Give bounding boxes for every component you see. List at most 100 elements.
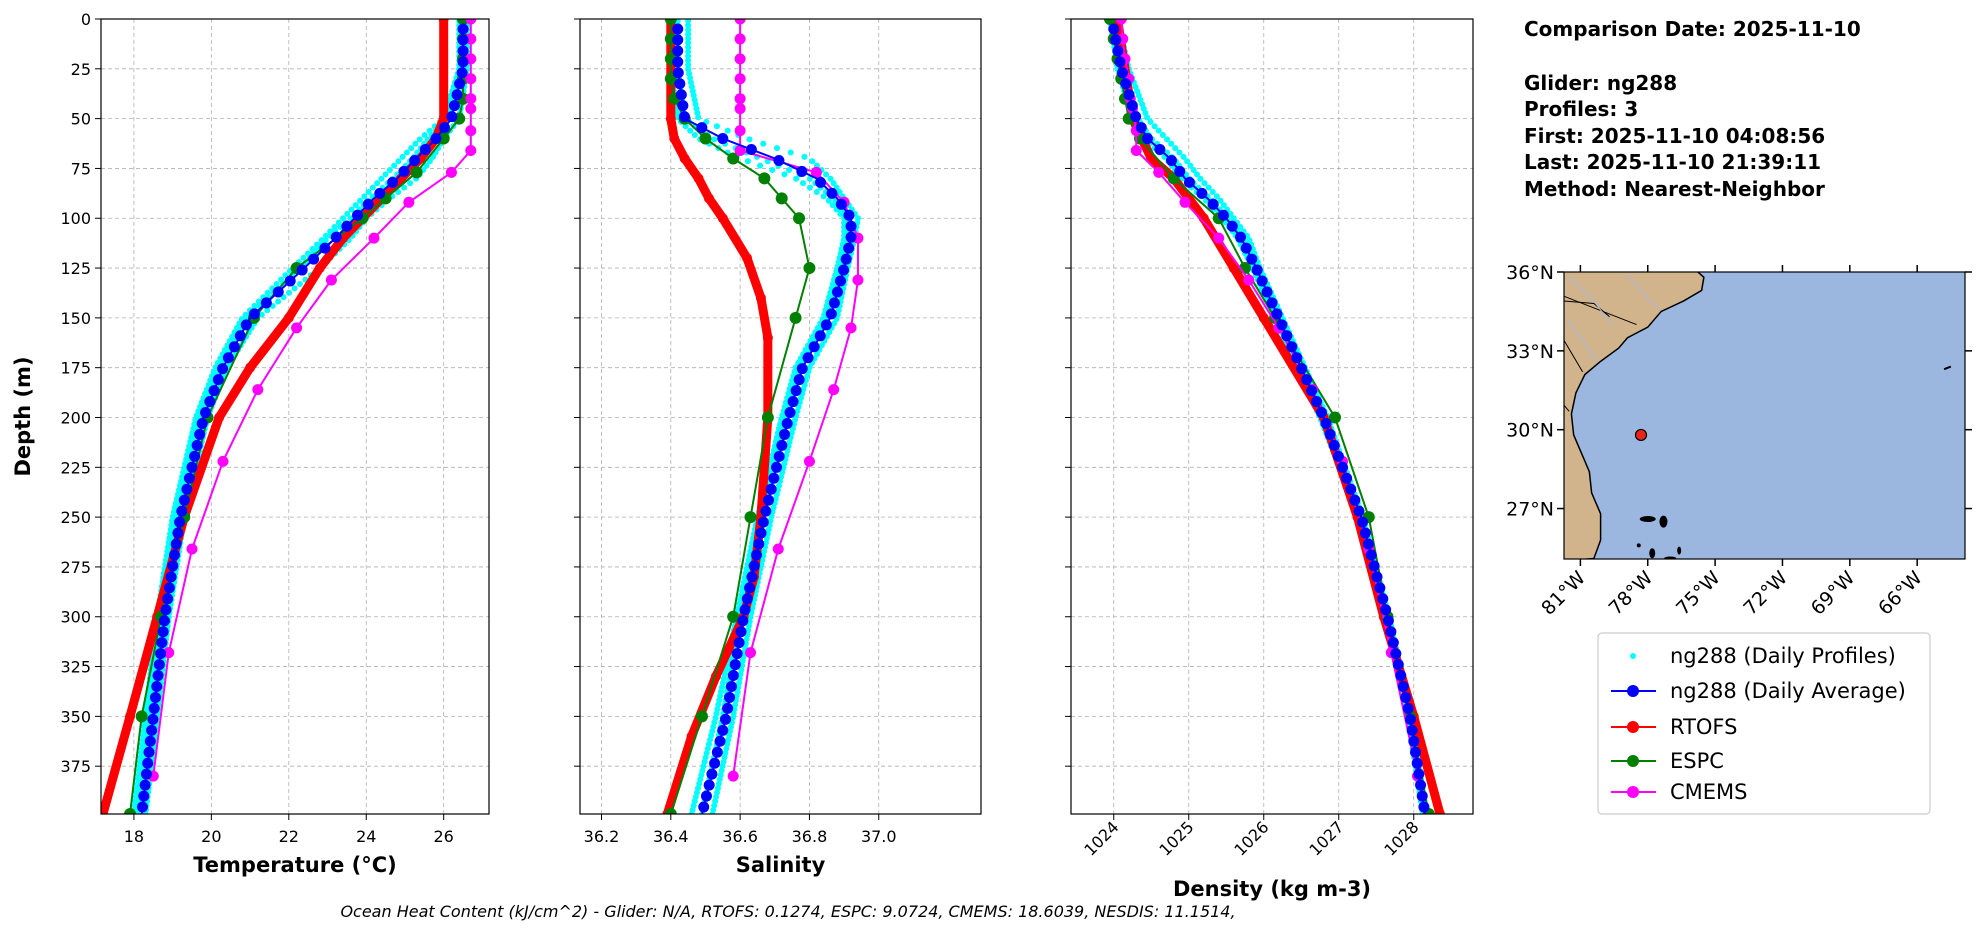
daily-profile-point <box>258 311 265 318</box>
data-point <box>245 362 256 373</box>
map-area <box>1564 272 1965 559</box>
data-point <box>703 779 715 791</box>
data-point <box>465 19 477 25</box>
data-point <box>163 647 175 659</box>
data-point <box>138 790 150 802</box>
daily-profile-point <box>760 140 767 147</box>
daily-profile-point <box>800 180 807 187</box>
data-point <box>722 702 734 714</box>
data-point <box>834 275 846 287</box>
data-point <box>703 193 714 204</box>
daily-profile-point <box>275 298 282 305</box>
y-tick-label: 250 <box>60 508 91 527</box>
axes-density: 1024 1025 1026 1027 1028 Density (kg m-3) <box>1065 18 1474 901</box>
daily-profile-point <box>823 171 830 178</box>
daily-profile-point <box>797 355 804 362</box>
legend-swatch-marker <box>1627 786 1639 798</box>
data-point <box>746 571 758 583</box>
daily-profile-point <box>1217 197 1224 204</box>
x-tick-label: 36.6 <box>722 827 758 846</box>
data-point <box>194 428 206 440</box>
daily-profile-point <box>430 153 437 160</box>
data-point <box>840 253 852 265</box>
daily-profile-point <box>378 175 385 182</box>
data-point <box>151 680 163 692</box>
data-point <box>745 647 757 659</box>
data-point <box>739 604 751 616</box>
data-point <box>1413 768 1425 780</box>
x-tick-label: 24 <box>356 827 376 846</box>
data-point <box>768 472 780 484</box>
method: Method: Nearest-Neighbor <box>1524 177 1825 201</box>
y-tick-label: 375 <box>60 757 91 776</box>
daily-profile-point <box>348 206 355 213</box>
data-point <box>1406 724 1418 736</box>
data-point <box>1135 122 1147 134</box>
data-point <box>814 330 826 342</box>
data-point <box>165 571 177 583</box>
daily-profile-point <box>135 776 142 783</box>
data-point <box>1213 232 1225 244</box>
data-point <box>291 322 303 334</box>
last-time: Last: 2025-11-10 21:39:11 <box>1524 150 1821 174</box>
data-point <box>465 103 477 115</box>
data-point <box>852 274 864 286</box>
data-point <box>835 198 847 210</box>
island <box>1659 515 1668 528</box>
data-point <box>1110 34 1122 46</box>
data-point <box>810 166 822 178</box>
data-point <box>734 93 746 105</box>
daily-profile-point <box>682 123 689 130</box>
location-map: 36°N 33°N 30°N 27°N 81°W 78°W 75°W 72°W 69°W 66°W <box>1506 262 1972 620</box>
data-point <box>796 165 808 177</box>
data-point <box>741 593 753 605</box>
data-point <box>773 450 785 462</box>
daily-profile-point <box>136 767 143 774</box>
daily-profile-point <box>806 175 813 182</box>
daily-profile-point <box>143 701 150 708</box>
daily-profile-point <box>369 184 376 191</box>
data-point <box>146 724 158 736</box>
daily-profile-point <box>426 158 433 165</box>
data-point <box>430 133 442 145</box>
data-point <box>284 275 296 287</box>
map-frame <box>1563 271 1966 560</box>
lat-tick-label: 33°N <box>1506 341 1554 363</box>
glider-location-marker <box>1634 428 1648 442</box>
daily-profile-point <box>233 324 240 331</box>
daily-profile-point <box>391 162 398 169</box>
data-point <box>260 297 272 309</box>
x-tick-label: 36.4 <box>653 827 689 846</box>
data-point <box>448 100 460 112</box>
lon-tick-label: 81°W <box>1537 567 1590 620</box>
y-tick-label: 100 <box>60 209 91 228</box>
data-point <box>742 253 753 264</box>
daily-profile-point <box>685 44 692 51</box>
daily-profile-point <box>713 123 720 130</box>
daily-profile-point <box>837 210 844 217</box>
series-espc <box>1104 19 1435 814</box>
island <box>1677 546 1682 555</box>
daily-profile-point <box>1176 149 1183 156</box>
island <box>1649 548 1656 559</box>
first-time: First: 2025-11-10 04:08:56 <box>1524 124 1825 148</box>
daily-profile-point <box>829 202 836 209</box>
daily-profile-point <box>1180 153 1187 160</box>
daily-profile-point <box>801 153 808 160</box>
data-point <box>465 145 477 157</box>
data-point <box>1435 809 1445 814</box>
daily-profile-point <box>300 254 307 261</box>
daily-profile-point <box>365 188 372 195</box>
daily-profile-point <box>426 127 433 134</box>
data-point <box>755 527 767 539</box>
data-point <box>760 505 772 517</box>
x-tick-label: 1027 <box>1305 817 1347 859</box>
daily-profile-point <box>746 136 753 143</box>
data-point <box>308 253 320 265</box>
series-rtofs <box>662 19 773 814</box>
plot-area <box>662 19 864 814</box>
data-point <box>162 593 174 605</box>
data-point <box>368 232 380 244</box>
data-point <box>733 637 745 649</box>
data-point <box>717 133 729 145</box>
